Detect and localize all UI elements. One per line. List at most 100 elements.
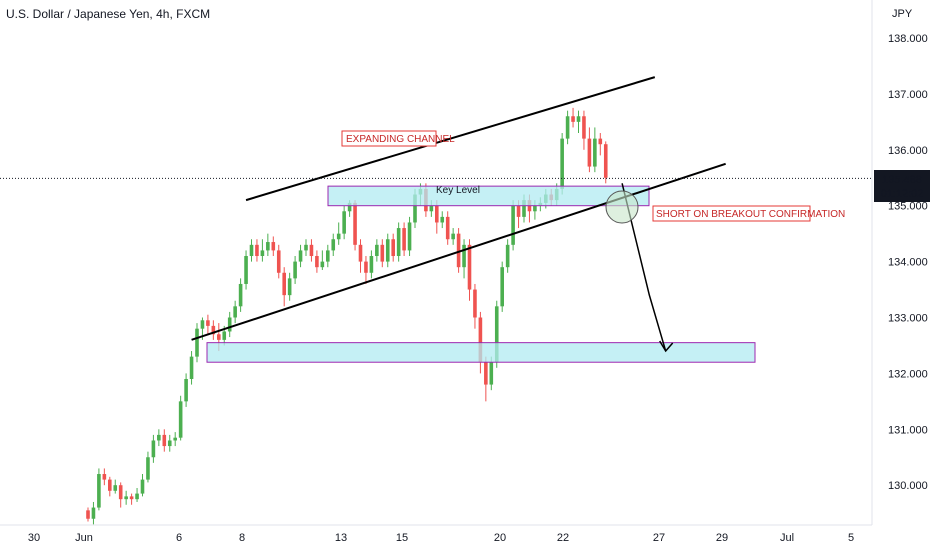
candle-body (140, 479, 145, 494)
candle-body (413, 194, 417, 223)
candle-body (162, 434, 167, 447)
candle-body (113, 485, 118, 491)
x-tick-label: 13 (335, 532, 347, 544)
candle-body (217, 334, 221, 340)
candle-body (391, 239, 395, 257)
candle-body (440, 216, 445, 223)
candle-body (516, 205, 521, 217)
candle-body (505, 244, 510, 268)
candle-body (576, 116, 581, 122)
x-tick-label: 22 (557, 532, 569, 544)
candle-body (489, 362, 494, 385)
candle-body (435, 205, 439, 223)
symbol-title: U.S. Dollar / Japanese Yen, 4h, FXCM (6, 7, 211, 21)
candle-body (331, 239, 336, 251)
candle-body (582, 116, 586, 139)
zone-1 (327, 185, 650, 207)
candle-body (598, 138, 603, 145)
candle-body (462, 244, 466, 268)
candle-body (97, 474, 101, 508)
candle-body (342, 211, 346, 234)
x-tick-label: 15 (396, 532, 408, 544)
candle-body (494, 306, 499, 363)
candle-body (129, 496, 134, 500)
candle-body (157, 434, 161, 441)
candle-body (146, 457, 150, 480)
x-tick-label: 20 (494, 532, 506, 544)
candle-body (118, 485, 123, 500)
candle-body (184, 378, 188, 402)
candle-body (91, 507, 96, 519)
candle-body (206, 320, 210, 326)
y-tick-label: 137.000 (888, 89, 928, 101)
candle-body (227, 317, 232, 332)
candle-body (347, 202, 352, 212)
candle-body (456, 233, 461, 268)
x-tick-label: 8 (239, 532, 245, 544)
candle-body (260, 250, 265, 257)
drawings-layer (0, 76, 872, 353)
candle-body (326, 250, 330, 262)
candle-body (593, 138, 597, 167)
candle-body (565, 116, 570, 139)
candle-body (500, 267, 504, 307)
x-tick-label: 30 (28, 532, 40, 544)
candle-body (238, 283, 243, 307)
candle-body (396, 228, 401, 257)
short-label: SHORT ON BREAKOUT CONFIRMATION (652, 205, 845, 222)
channel-line-upper (245, 76, 656, 202)
candle-body (211, 325, 216, 335)
channel-line-lower (191, 162, 726, 341)
candle-body (195, 328, 199, 357)
candle-body (407, 222, 412, 251)
candle-body (255, 244, 259, 257)
y-tick-label: 131.000 (888, 424, 928, 436)
y-tick-label: 138.000 (888, 33, 928, 45)
price-axis: 130.000 131.000 132.000 133.000 134.000 135.0… (888, 33, 928, 492)
currency-label: JPY (892, 8, 913, 20)
candle-body (369, 256, 374, 273)
candle-body (173, 437, 177, 441)
current-price-tag: 135.488 01:12:02 (874, 170, 930, 202)
candle-body (315, 256, 319, 268)
candle-body (402, 228, 406, 251)
candle-body (353, 202, 357, 245)
candle-body (233, 306, 237, 318)
candle-body (167, 440, 172, 447)
candle-body (200, 320, 205, 329)
candle-body (124, 496, 128, 500)
candle-body (282, 272, 286, 296)
candle-body (276, 250, 281, 273)
y-tick-label: 130.000 (888, 480, 928, 492)
candle-body (320, 261, 325, 268)
candle-body (533, 205, 537, 212)
candle-body (445, 216, 450, 240)
candle-body (135, 493, 139, 500)
candle-body (385, 239, 390, 262)
candle-body (429, 205, 434, 212)
candle-body (336, 233, 341, 240)
candle-body (473, 289, 477, 318)
candle-body (522, 200, 526, 217)
candle-body (271, 242, 276, 251)
candle-body (178, 401, 183, 438)
candle-body (358, 244, 363, 262)
x-tick-label: 27 (653, 532, 665, 544)
zones-layer (206, 185, 756, 363)
candle-body (222, 331, 227, 340)
breakout-circle (605, 190, 639, 224)
channel-label: EXPANDING CHANNEL (341, 130, 455, 147)
candle-body (375, 244, 379, 257)
candle-body (380, 244, 385, 262)
y-tick-label: 135.000 (888, 201, 928, 213)
y-tick-label: 136.000 (888, 145, 928, 157)
x-tick-label: 6 (176, 532, 182, 544)
short-label-text: SHORT ON BREAKOUT CONFIRMATION (656, 209, 845, 220)
candle-body (244, 256, 248, 284)
x-tick-label: 5 (848, 532, 854, 544)
candle-body (603, 144, 608, 178)
candles-layer (86, 107, 608, 525)
candle-body (293, 261, 297, 279)
candle-body (560, 138, 564, 189)
